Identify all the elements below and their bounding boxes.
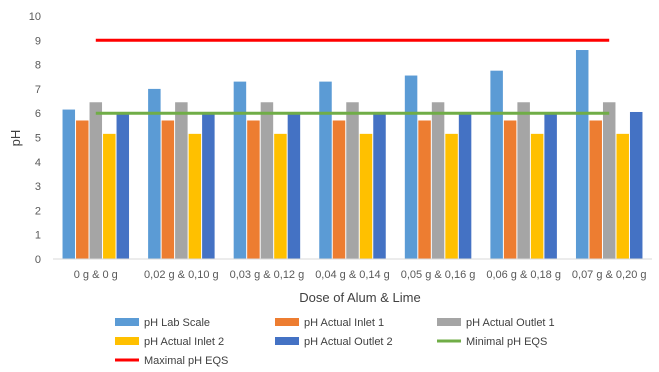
bar-ph-actual-outlet-2	[373, 111, 386, 259]
bar-ph-lab-scale	[490, 70, 503, 259]
bar-ph-actual-inlet-1	[418, 120, 431, 260]
bar-ph-actual-inlet-2	[274, 133, 287, 259]
bar-ph-actual-outlet-2	[458, 111, 472, 259]
x-tick-label: 0,02 g & 0,10 g	[144, 269, 219, 281]
bar-ph-actual-inlet-2	[530, 133, 544, 259]
bar-ph-actual-outlet-1	[517, 102, 530, 259]
legend-label-ph-actual-outlet-2: pH Actual Outlet 2	[304, 336, 393, 348]
bar-ph-actual-inlet-1	[332, 120, 346, 260]
eqs-lines	[95, 38, 610, 115]
bars	[62, 50, 643, 260]
y-tick-label: 1	[35, 230, 41, 242]
y-tick-label: 7	[35, 84, 41, 96]
legend-swatch-ph-actual-outlet-2	[275, 337, 299, 345]
bar-ph-actual-inlet-2	[616, 133, 629, 259]
legend-swatch-ph-actual-outlet-1	[437, 318, 461, 326]
x-tick-label: 0 g & 0 g	[74, 269, 118, 281]
bar-ph-actual-outlet-2	[116, 111, 130, 259]
legend: pH Lab Scale pH Actual Inlet 1 pH Actual O…	[115, 317, 555, 367]
legend-label-ph-actual-inlet-1: pH Actual Inlet 1	[304, 317, 384, 329]
legend-label-maximal-ph-eqs: Maximal pH EQS	[144, 355, 228, 367]
legend-label-ph-actual-outlet-1: pH Actual Outlet 1	[466, 317, 555, 329]
y-tick-labels: 0 1 2 3 4 5 6 7 8 9 10	[29, 11, 41, 266]
x-tick-label: 0,05 g & 0,16 g	[401, 269, 476, 281]
y-tick-label: 6	[35, 108, 41, 120]
legend-swatch-ph-lab-scale	[115, 318, 139, 326]
legend-label-minimal-ph-eqs: Minimal pH EQS	[466, 336, 547, 348]
bar-ph-actual-outlet-2	[629, 111, 643, 259]
bar-ph-lab-scale	[319, 81, 332, 259]
bar-ph-actual-inlet-1	[589, 120, 602, 260]
bar-ph-actual-inlet-1	[503, 120, 517, 260]
bar-ph-actual-outlet-1	[602, 102, 616, 259]
bar-ph-lab-scale	[404, 75, 418, 259]
x-tick-label: 0,03 g & 0,12 g	[230, 269, 305, 281]
bar-ph-actual-inlet-2	[188, 133, 202, 259]
x-tick-label: 0,07 g & 0,20 g	[572, 269, 647, 281]
bar-ph-actual-outlet-1	[260, 102, 274, 259]
y-tick-label: 5	[35, 133, 41, 145]
y-tick-label: 9	[35, 35, 41, 47]
bar-ph-actual-outlet-2	[202, 111, 215, 259]
y-tick-label: 3	[35, 181, 41, 193]
bar-ph-actual-outlet-2	[287, 111, 301, 259]
bar-ph-lab-scale	[148, 88, 161, 260]
bar-ph-actual-inlet-2	[103, 133, 116, 259]
y-tick-label: 8	[35, 60, 41, 72]
bar-ph-actual-outlet-1	[346, 102, 359, 259]
x-tick-label: 0,04 g & 0,14 g	[315, 269, 390, 281]
bar-ph-actual-inlet-2	[359, 133, 373, 259]
legend-label-ph-lab-scale: pH Lab Scale	[144, 317, 210, 329]
bar-ph-actual-inlet-2	[445, 133, 458, 259]
bar-ph-actual-outlet-2	[544, 111, 557, 259]
legend-swatch-ph-actual-inlet-2	[115, 337, 139, 345]
y-tick-label: 10	[29, 11, 41, 23]
y-axis-title: pH	[8, 130, 23, 147]
bar-ph-lab-scale	[62, 109, 76, 260]
y-tick-label: 0	[35, 254, 41, 266]
legend-swatch-ph-actual-inlet-1	[275, 318, 299, 326]
bar-ph-actual-outlet-1	[175, 102, 188, 259]
bar-ph-actual-inlet-1	[161, 120, 175, 260]
bar-ph-actual-inlet-1	[247, 120, 260, 260]
y-tick-label: 4	[35, 157, 41, 169]
legend-label-ph-actual-inlet-2: pH Actual Inlet 2	[144, 336, 224, 348]
x-tick-labels: 0 g & 0 g 0,02 g & 0,10 g 0,03 g & 0,12 g 0…	[74, 269, 647, 281]
bar-ph-actual-outlet-1	[431, 102, 445, 259]
y-tick-label: 2	[35, 205, 41, 217]
x-tick-label: 0,06 g & 0,18 g	[486, 269, 561, 281]
bar-ph-actual-inlet-1	[76, 120, 89, 260]
x-axis-title: Dose of Alum & Lime	[299, 290, 420, 305]
bar-ph-actual-outlet-1	[89, 102, 103, 259]
bar-ph-lab-scale	[233, 81, 247, 259]
bar-ph-lab-scale	[575, 50, 589, 259]
